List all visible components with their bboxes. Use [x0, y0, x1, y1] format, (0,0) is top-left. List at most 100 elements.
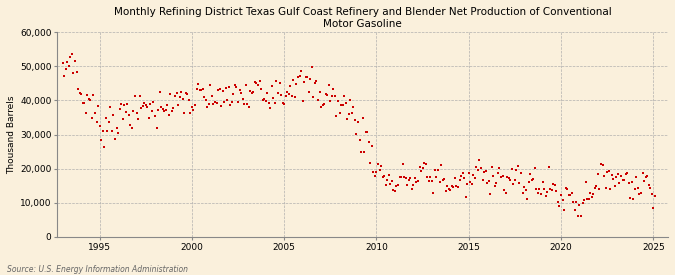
Point [589, 186, 600, 191]
Point [257, 98, 268, 103]
Point [388, 188, 399, 192]
Point [178, 97, 188, 101]
Point [454, 178, 465, 182]
Point [142, 105, 153, 109]
Point [612, 172, 623, 176]
Point [354, 138, 365, 143]
Point [230, 83, 240, 87]
Point [510, 178, 520, 182]
Point [500, 191, 511, 196]
Point [591, 184, 602, 189]
Point [145, 101, 156, 106]
Point [70, 59, 80, 64]
Point [402, 183, 412, 187]
Point [425, 175, 435, 180]
Point [534, 187, 545, 191]
Point [487, 165, 497, 169]
Point [159, 108, 169, 113]
Point [474, 158, 485, 162]
Point [433, 168, 443, 172]
Point [382, 178, 393, 182]
Point [352, 120, 363, 124]
Point [74, 91, 85, 96]
Point [205, 82, 216, 87]
Point [190, 103, 200, 108]
Point [313, 98, 323, 102]
Point [572, 214, 583, 219]
Point [216, 103, 227, 108]
Point [202, 105, 213, 109]
Point [136, 106, 146, 110]
Point [514, 181, 525, 185]
Point [367, 143, 377, 148]
Point [73, 87, 84, 91]
Point [133, 117, 144, 122]
Point [59, 73, 70, 78]
Point [429, 168, 440, 172]
Point [554, 204, 565, 208]
Point [599, 174, 610, 178]
Point [105, 104, 116, 109]
Point [143, 116, 154, 120]
Point [603, 169, 614, 173]
Point [284, 92, 294, 96]
Point [244, 105, 254, 110]
Point [428, 191, 439, 195]
Point [459, 176, 470, 180]
Point [213, 88, 223, 93]
Point [551, 188, 562, 193]
Point [460, 195, 471, 200]
Point [580, 180, 591, 185]
Point [203, 101, 214, 106]
Point [151, 125, 162, 130]
Point [275, 93, 286, 98]
Point [285, 84, 296, 88]
Point [191, 87, 202, 91]
Title: Monthly Refining District Texas Gulf Coast Refinery and Blender Net Production o: Monthly Refining District Texas Gulf Coa… [113, 7, 612, 29]
Point [412, 179, 423, 183]
Point [314, 90, 325, 94]
Point [329, 94, 340, 98]
Point [185, 111, 196, 115]
Point [294, 74, 305, 78]
Point [362, 130, 373, 134]
Point [200, 98, 211, 102]
Point [239, 101, 250, 106]
Point [614, 181, 625, 185]
Point [423, 179, 434, 183]
Point [323, 83, 334, 87]
Point [443, 187, 454, 191]
Point [171, 91, 182, 95]
Point [399, 175, 410, 179]
Point [504, 176, 514, 181]
Point [125, 123, 136, 127]
Point [568, 200, 578, 204]
Point [360, 130, 371, 134]
Point [256, 87, 267, 92]
Point [248, 90, 259, 94]
Point [505, 178, 516, 183]
Point [418, 160, 429, 165]
Point [639, 178, 649, 183]
Point [471, 164, 482, 169]
Point [97, 129, 108, 134]
Point [451, 183, 462, 188]
Point [265, 106, 275, 110]
Point [632, 186, 643, 190]
Point [588, 192, 599, 196]
Point [593, 172, 603, 177]
Point [508, 182, 518, 186]
Point [448, 185, 459, 189]
Point [321, 92, 331, 96]
Point [465, 180, 476, 185]
Point [645, 186, 655, 191]
Point [300, 75, 311, 79]
Point [583, 197, 594, 201]
Point [223, 85, 234, 90]
Point [485, 192, 495, 196]
Point [131, 111, 142, 116]
Point [606, 173, 617, 177]
Point [512, 164, 523, 169]
Point [340, 101, 351, 106]
Point [306, 65, 317, 69]
